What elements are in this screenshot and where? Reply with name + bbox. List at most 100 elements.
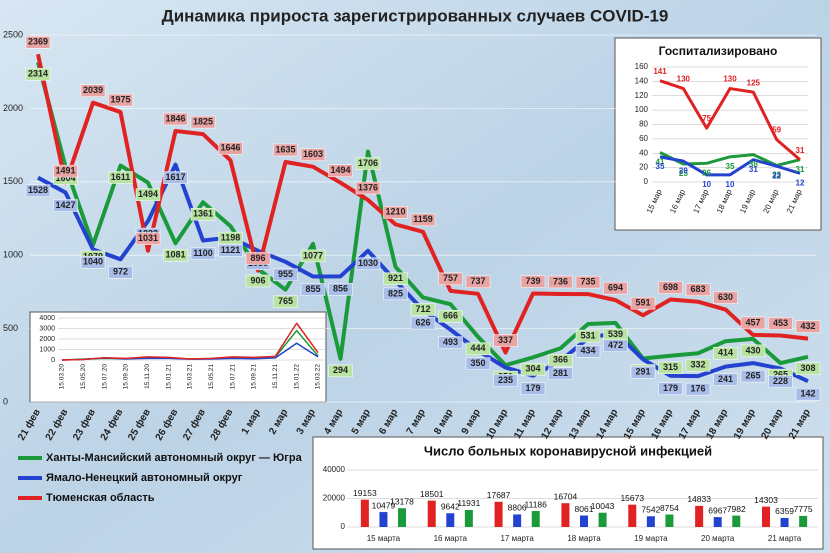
data-label: 430 — [745, 345, 760, 355]
data-label-bg — [465, 275, 491, 289]
data-label: 1491 — [55, 165, 75, 175]
bar — [762, 506, 770, 527]
data-label: 10043 — [591, 501, 615, 511]
data-label-bg — [438, 336, 463, 349]
bar — [464, 509, 473, 527]
data-label-bg — [190, 115, 216, 129]
data-label: 241 — [718, 374, 733, 384]
data-label: 142 — [800, 389, 815, 399]
bar — [561, 503, 570, 527]
y-tick-label: 3000 — [39, 325, 55, 332]
data-label: 8061 — [575, 504, 594, 514]
data-label-bg — [300, 283, 326, 296]
data-label: 130 — [723, 75, 737, 84]
data-label: 125 — [747, 78, 761, 87]
data-label-bg — [768, 375, 793, 388]
data-label: 9642 — [441, 502, 460, 512]
x-tick-label: 15.07.20 — [101, 364, 108, 390]
data-label: 10 — [702, 180, 711, 189]
data-label: 23 — [772, 171, 781, 180]
line-series — [659, 79, 801, 161]
data-label-bg — [630, 296, 656, 310]
y-tick-label: 1000 — [3, 250, 23, 260]
data-label: 19153 — [353, 488, 377, 498]
line-series — [36, 61, 809, 368]
line-series — [61, 322, 319, 361]
data-label-bg — [163, 171, 188, 184]
data-label: 304 — [525, 364, 540, 374]
y-tick-label: 20000 — [323, 494, 346, 503]
x-tick-label: 15.03.20 — [59, 364, 66, 390]
data-label: 38 — [749, 160, 758, 169]
data-label: 736 — [553, 276, 568, 286]
data-label: 1528 — [28, 185, 48, 195]
data-label-bg — [658, 281, 683, 294]
data-label-bg — [328, 283, 353, 296]
data-label-bg — [520, 363, 546, 376]
data-label-bg — [740, 316, 766, 330]
data-label: 179 — [525, 383, 540, 393]
y-tick-label: 2000 — [3, 103, 23, 113]
data-label: 350 — [470, 358, 485, 368]
y-tick-label: 40 — [639, 148, 648, 157]
data-label: 15673 — [620, 493, 644, 503]
y-tick-label: 160 — [635, 62, 649, 71]
data-label-bg — [383, 272, 408, 286]
data-label: 14833 — [687, 494, 711, 504]
data-label: 75 — [702, 114, 711, 123]
y-tick-label: 100 — [635, 105, 649, 114]
data-label: 11186 — [525, 499, 548, 509]
data-label-bg — [383, 206, 408, 219]
data-label: 1030 — [358, 258, 378, 268]
data-label-bg — [603, 281, 628, 295]
data-label-bg — [603, 339, 628, 352]
data-label: 1825 — [193, 116, 213, 126]
data-label: 1617 — [165, 172, 185, 182]
data-label-bg — [80, 256, 106, 269]
data-label: 130 — [677, 75, 691, 84]
bar — [628, 504, 637, 527]
x-tick-label: 19 марта — [634, 534, 668, 543]
data-label: 14303 — [754, 495, 778, 505]
data-label: 972 — [113, 267, 128, 277]
data-label: 25 — [679, 169, 688, 178]
data-label: 1159 — [413, 214, 433, 224]
data-label-bg — [575, 345, 601, 358]
data-label-bg — [355, 181, 381, 195]
data-label-bg — [135, 188, 161, 201]
data-label: 739 — [525, 276, 540, 286]
data-label: 26 — [702, 168, 711, 177]
x-tick-label: 18 марта — [567, 534, 601, 543]
data-label: 457 — [745, 317, 760, 327]
x-tick-label: 15.05.21 — [208, 364, 215, 390]
data-label: 35 — [656, 162, 665, 171]
data-label: 414 — [718, 348, 733, 358]
data-label: 59 — [772, 126, 781, 135]
x-tick-label: 17 марта — [500, 534, 534, 543]
data-label: 2369 — [28, 37, 48, 47]
data-label: 1635 — [275, 144, 295, 154]
data-label: 712 — [415, 304, 430, 314]
bar — [598, 512, 607, 527]
data-label-bg — [658, 361, 683, 375]
data-label-bg — [190, 247, 216, 260]
bar — [379, 512, 388, 527]
x-tick-label: 15.09.20 — [123, 364, 130, 390]
data-label: 539 — [608, 329, 623, 339]
data-label: 337 — [498, 335, 513, 345]
data-label: 757 — [443, 273, 458, 283]
data-label: 1198 — [221, 233, 241, 243]
data-label: 856 — [333, 284, 348, 294]
data-label: 315 — [663, 362, 678, 372]
y-tick-label: 140 — [635, 76, 649, 85]
data-label-bg — [218, 231, 243, 245]
x-tick-label: 15.11.21 — [272, 364, 279, 389]
data-label-bg — [410, 316, 436, 330]
data-label-bg — [548, 367, 573, 380]
data-label: 735 — [580, 276, 595, 286]
bar — [799, 515, 808, 527]
y-tick-label: 120 — [635, 91, 649, 100]
x-tick-label: 15.07.21 — [229, 364, 236, 390]
data-label: 7775 — [794, 504, 813, 514]
